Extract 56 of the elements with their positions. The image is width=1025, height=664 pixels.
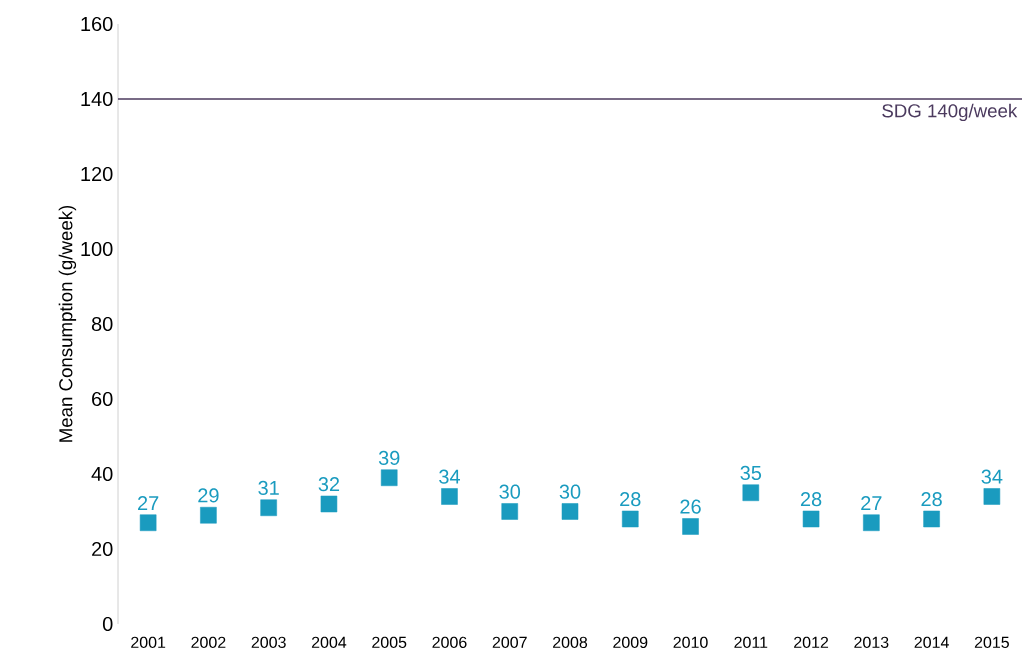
point (561, 503, 579, 520)
point (802, 510, 820, 528)
point (260, 499, 277, 517)
x-tick-label: 2012 (794, 636, 829, 649)
point (622, 510, 639, 528)
data-label: 26 (680, 499, 701, 514)
data-label: 27 (861, 496, 882, 511)
data-label: 34 (439, 469, 461, 484)
data-label: 35 (740, 465, 762, 481)
ref-line-label: SDG 140g/week (882, 103, 1018, 122)
x-tick-label: 2014 (914, 636, 949, 649)
data-label: 32 (318, 477, 340, 492)
data-label: 30 (559, 484, 581, 499)
y-tick-label: 0 (102, 616, 113, 632)
x-tick-label: 2002 (191, 636, 226, 649)
x-tick-label: 2007 (492, 636, 527, 649)
y-tick-label: 140 (81, 91, 113, 107)
x-tick-label: 2009 (613, 636, 648, 649)
point (682, 518, 699, 535)
data-label: 31 (258, 480, 279, 496)
y-tick-label: 40 (91, 466, 113, 482)
x-tick-label: 2015 (974, 636, 1009, 649)
point (320, 495, 338, 513)
point (380, 469, 398, 487)
x-tick-label: 2011 (734, 636, 768, 649)
y-tick-label: 160 (81, 16, 113, 32)
data-label: 30 (499, 484, 521, 499)
x-tick-label: 2010 (673, 636, 708, 649)
point (200, 506, 217, 524)
y-tick-label: 60 (92, 391, 113, 407)
data-label: 27 (138, 496, 159, 511)
x-tick-label: 2001 (131, 636, 166, 649)
x-tick-label: 2006 (432, 636, 467, 649)
point (742, 484, 760, 502)
y-tick-label: 120 (81, 166, 113, 182)
y-axis-title: Mean Consumption (g/week) (58, 205, 77, 442)
data-label: 28 (620, 492, 641, 507)
x-tick-label: 2003 (251, 636, 286, 649)
point (983, 488, 1001, 505)
x-tick-label: 2013 (854, 636, 889, 649)
point (923, 510, 940, 528)
y-tick-label: 100 (81, 241, 113, 257)
point (441, 488, 458, 505)
x-tick-label: 2005 (372, 636, 407, 649)
data-label: 34 (981, 469, 1003, 484)
data-label: 28 (921, 492, 942, 507)
y-tick-label: 20 (92, 541, 113, 557)
point (501, 503, 518, 520)
x-tick-label: 2004 (311, 636, 347, 649)
y-tick-label: 80 (91, 316, 113, 332)
data-label: 28 (800, 492, 822, 507)
data-label: 39 (378, 450, 400, 466)
point (863, 514, 880, 532)
data-label: 29 (198, 488, 219, 503)
x-tick-label: 2008 (553, 636, 588, 649)
point (139, 514, 157, 532)
